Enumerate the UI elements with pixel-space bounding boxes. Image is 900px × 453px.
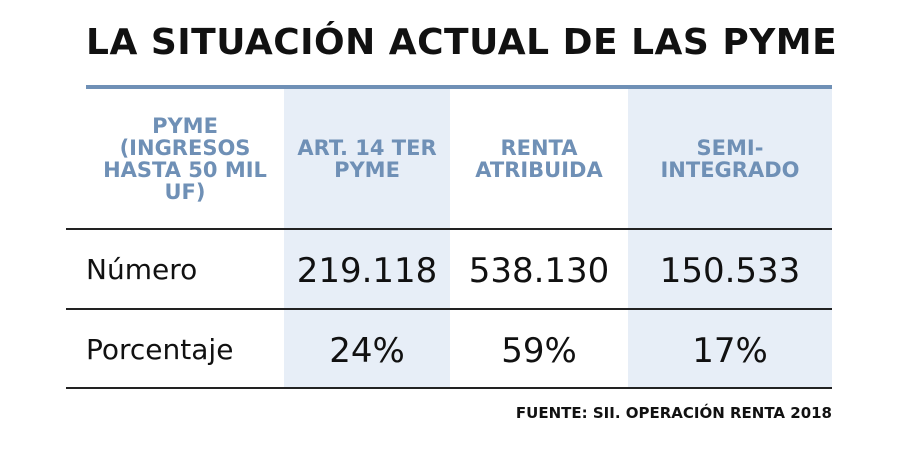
cell-porcentaje-renta-atribuida: 59% <box>501 331 577 371</box>
row-label-numero: Número <box>86 252 198 286</box>
cell-numero-semi-integrado: 150.533 <box>659 251 801 291</box>
header-art-14-ter: ART. 14 TER PYME <box>297 136 437 182</box>
header-renta-atribuida: RENTA ATRIBUIDA <box>475 136 603 182</box>
table-divider <box>66 387 832 389</box>
cell-porcentaje-art14: 24% <box>329 331 405 371</box>
cell-porcentaje-semi-integrado: 17% <box>692 331 768 371</box>
header-pyme: PYME (INGRESOS HASTA 50 MIL UF) <box>103 114 267 204</box>
title-rule <box>86 85 832 89</box>
table-divider <box>66 228 832 230</box>
page-title: LA SITUACIÓN ACTUAL DE LAS PYME <box>86 22 838 63</box>
source-note: FUENTE: SII. OPERACIÓN RENTA 2018 <box>515 404 832 422</box>
shaded-column-art14 <box>284 89 450 387</box>
shaded-column-semi-integrado <box>628 89 832 387</box>
cell-numero-renta-atribuida: 538.130 <box>468 251 610 291</box>
row-label-porcentaje: Porcentaje <box>86 332 234 366</box>
cell-numero-art14: 219.118 <box>296 251 438 291</box>
table-divider <box>66 308 832 310</box>
header-semi-integrado: SEMI- INTEGRADO <box>660 136 800 182</box>
